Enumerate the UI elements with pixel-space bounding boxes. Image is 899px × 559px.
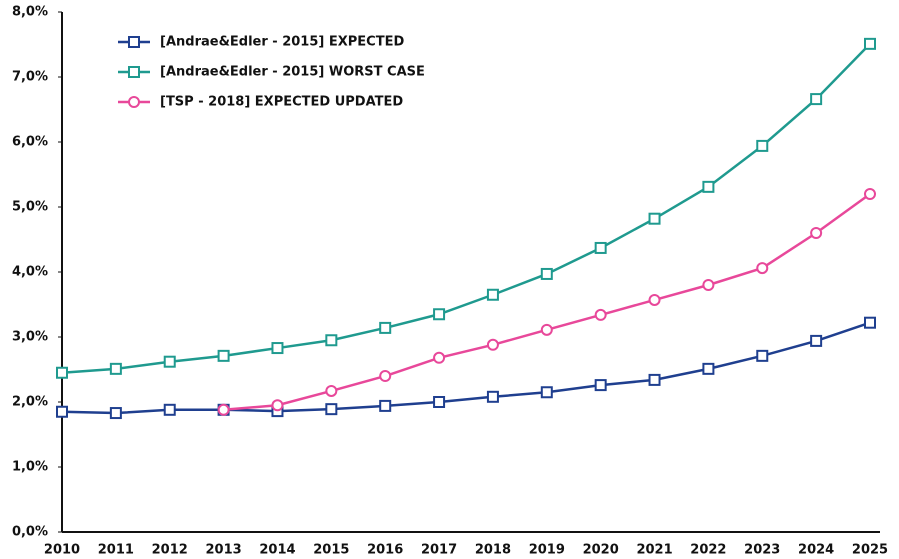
x-tick-label: 2024	[798, 543, 834, 558]
x-tick-label: 2015	[313, 543, 349, 558]
marker	[864, 188, 876, 200]
marker	[486, 390, 499, 403]
legend-label: [TSP - 2018] EXPECTED UPDATED	[160, 95, 403, 110]
marker	[433, 308, 446, 321]
marker	[56, 405, 68, 418]
x-tick-label: 2012	[152, 543, 188, 558]
x-tick-label: 2011	[98, 543, 134, 558]
series-line	[223, 192, 871, 412]
legend-marker	[128, 96, 140, 108]
y-tick-label: 8,0%	[12, 5, 48, 20]
marker	[325, 403, 338, 416]
marker	[540, 323, 553, 336]
x-tick-label: 2020	[583, 543, 619, 558]
marker	[325, 384, 338, 397]
series-line	[61, 321, 871, 415]
x-tick-label: 2022	[690, 543, 726, 558]
marker	[109, 362, 122, 375]
marker	[379, 370, 392, 382]
marker	[486, 338, 499, 351]
x-tick-label: 2017	[421, 543, 457, 558]
marker	[594, 241, 607, 254]
legend-label: [Andrae&Edler - 2015] EXPECTED	[160, 35, 404, 50]
marker	[648, 293, 661, 306]
marker	[594, 379, 607, 392]
y-tick-label: 0,0%	[12, 525, 48, 540]
marker	[540, 386, 553, 399]
x-tick-label: 2019	[529, 543, 565, 558]
marker	[486, 288, 499, 301]
y-tick-label: 6,0%	[12, 135, 48, 150]
y-tick-label: 2,0%	[12, 395, 48, 410]
marker	[271, 342, 284, 355]
legend-label: [Andrae&Edler - 2015] WORST CASE	[160, 65, 425, 80]
x-tick-label: 2023	[744, 543, 780, 558]
marker	[810, 93, 823, 106]
marker	[864, 316, 876, 329]
marker	[864, 37, 876, 50]
marker	[109, 407, 122, 420]
x-tick-label: 2021	[636, 543, 672, 558]
marker	[163, 355, 176, 368]
x-tick-label: 2018	[475, 543, 511, 558]
marker	[648, 373, 661, 386]
marker	[702, 180, 715, 193]
marker	[56, 366, 68, 379]
marker	[810, 334, 823, 347]
series-line	[61, 42, 871, 374]
x-tick-label: 2016	[367, 543, 403, 558]
y-tick-label: 3,0%	[12, 330, 48, 345]
marker	[325, 334, 338, 347]
marker	[163, 403, 176, 416]
marker	[540, 267, 553, 280]
y-tick-label: 4,0%	[12, 265, 48, 280]
marker	[217, 403, 230, 416]
marker	[379, 321, 392, 334]
marker	[756, 139, 769, 152]
marker	[702, 362, 715, 375]
legend-marker	[128, 66, 140, 78]
marker	[756, 349, 769, 362]
x-tick-label: 2025	[852, 543, 888, 558]
y-tick-label: 1,0%	[12, 460, 48, 475]
marker	[433, 396, 446, 408]
marker	[756, 262, 769, 275]
marker	[594, 308, 607, 321]
x-tick-label: 2013	[206, 543, 242, 558]
marker	[648, 212, 661, 225]
marker	[217, 349, 230, 362]
y-tick-label: 7,0%	[12, 70, 48, 85]
marker	[271, 399, 284, 412]
marker	[379, 399, 392, 412]
marker	[810, 227, 823, 239]
y-tick-label: 5,0%	[12, 200, 48, 215]
x-tick-label: 2014	[259, 543, 295, 558]
marker	[433, 351, 446, 364]
legend-marker	[128, 36, 140, 48]
marker	[702, 279, 715, 291]
x-tick-label: 2010	[44, 543, 80, 558]
